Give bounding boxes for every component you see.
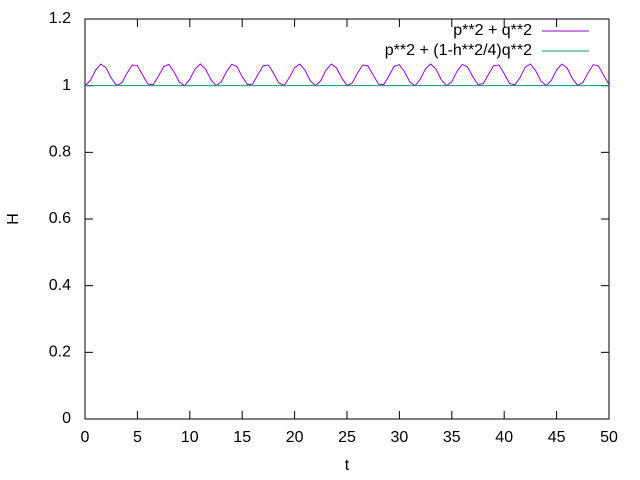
y-axis-label: H — [5, 213, 22, 225]
x-tick-label: 10 — [181, 429, 199, 446]
x-tick-label: 50 — [600, 429, 618, 446]
y-tick-label: 1 — [62, 77, 71, 94]
x-tick-label: 20 — [286, 429, 304, 446]
x-tick-label: 35 — [443, 429, 461, 446]
legend-label: p**2 + q**2 — [453, 22, 532, 39]
y-tick-label: 0.2 — [49, 344, 71, 361]
y-tick-label: 1.2 — [49, 10, 71, 27]
x-tick-label: 30 — [391, 429, 409, 446]
x-tick-label: 5 — [133, 429, 142, 446]
x-tick-label: 45 — [548, 429, 566, 446]
x-tick-label: 0 — [81, 429, 90, 446]
y-tick-label: 0.8 — [49, 144, 71, 161]
x-tick-label: 40 — [495, 429, 513, 446]
plot-frame — [84, 18, 610, 420]
y-tick-label: 0.4 — [49, 277, 71, 294]
x-axis-label: t — [345, 457, 350, 474]
y-tick-label: 0.6 — [49, 210, 71, 227]
y-tick-label: 0 — [62, 410, 71, 427]
legend-label: p**2 + (1-h**2/4)q**2 — [385, 42, 532, 59]
x-tick-label: 25 — [338, 429, 356, 446]
x-tick-label: 15 — [233, 429, 251, 446]
series-line — [84, 63, 610, 87]
